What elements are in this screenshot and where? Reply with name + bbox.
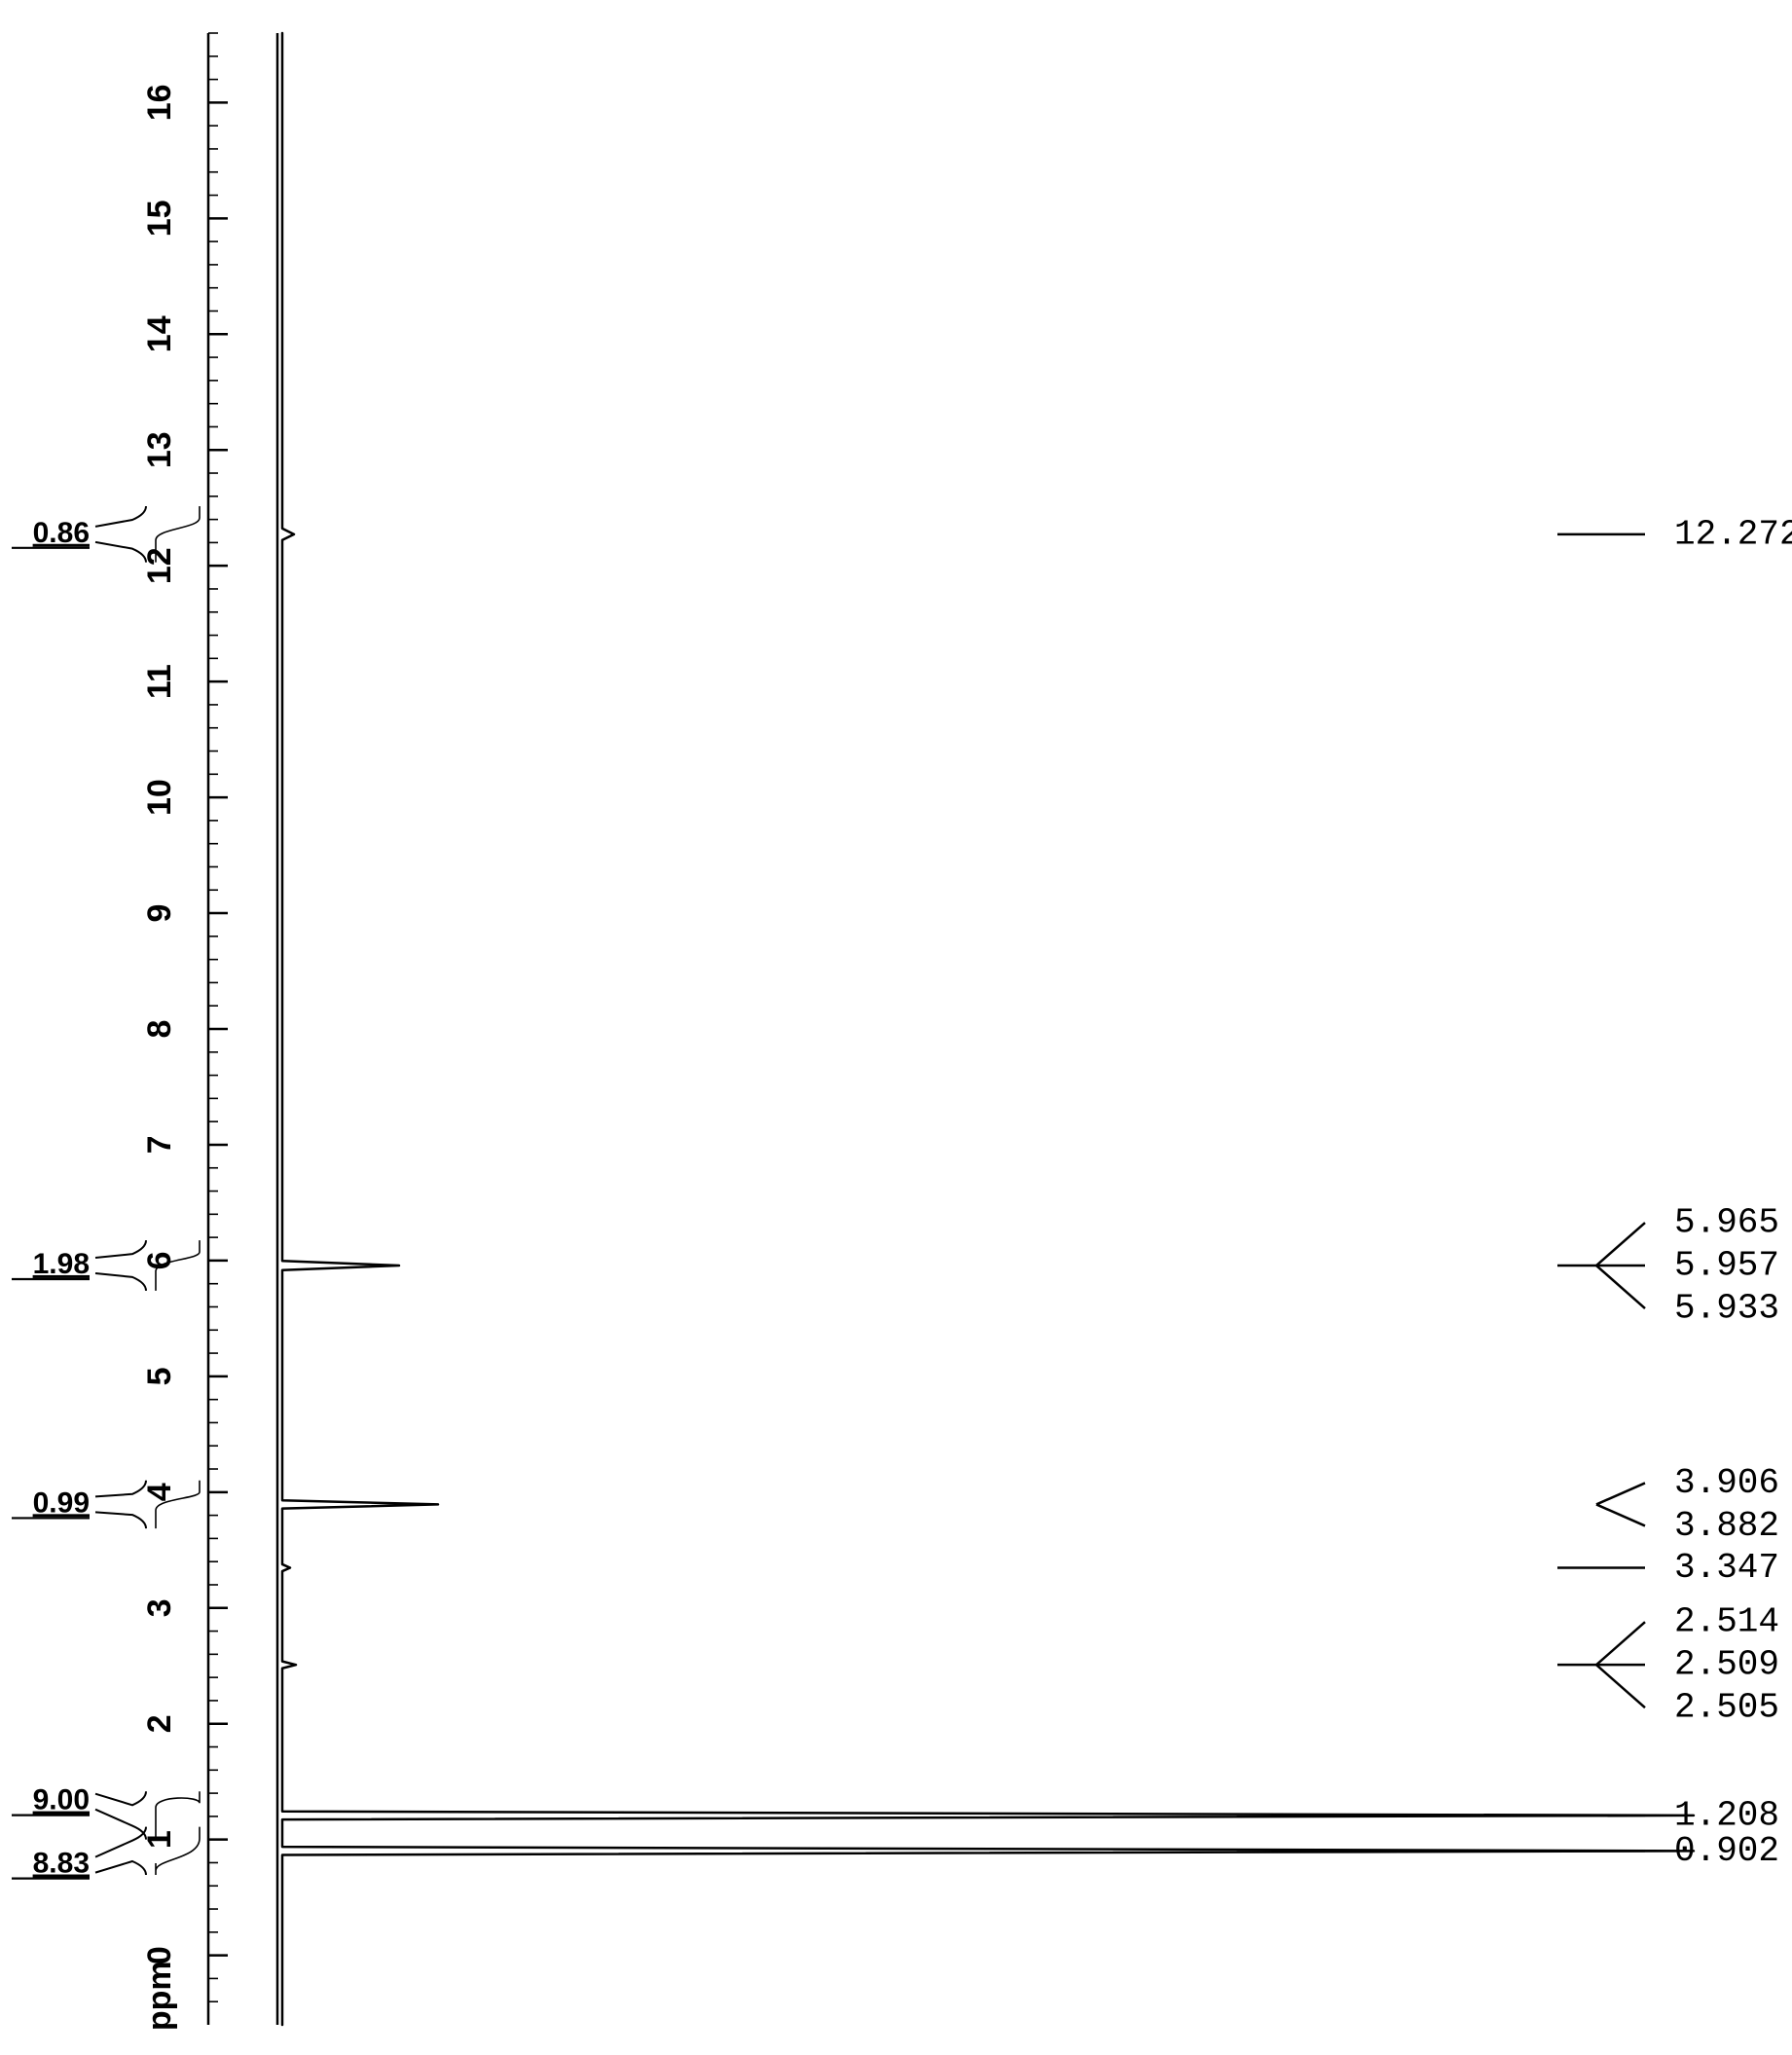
axis-tick-label: 2	[141, 1714, 178, 1733]
axis-tick-label: 12	[141, 547, 178, 584]
spectrum-trace	[282, 33, 1694, 2025]
axis-tick-label: 13	[141, 431, 178, 468]
peak-ppm-label: 3.906	[1674, 1463, 1779, 1503]
peak-ppm-label: 5.965	[1674, 1203, 1779, 1243]
integral-value: 1.98	[33, 1248, 90, 1280]
integral-value: 0.99	[33, 1486, 90, 1519]
peak-ppm-label: 2.505	[1674, 1688, 1779, 1728]
axis-tick-label: 8	[141, 1020, 178, 1039]
axis-tick-label: 3	[141, 1598, 178, 1617]
peak-ppm-label: 3.882	[1674, 1506, 1779, 1546]
axis-tick-label: 7	[141, 1135, 178, 1154]
axis-tick-label: 1	[141, 1830, 178, 1849]
axis-tick-label: 4	[141, 1483, 178, 1501]
axis-tick-label: 5	[141, 1367, 178, 1385]
peak-ppm-label: 3.347	[1674, 1548, 1779, 1588]
integral-annotations	[12, 506, 200, 1879]
axis-tick-label: 14	[141, 315, 178, 352]
axis-tick-label: 16	[141, 84, 178, 121]
axis-tick-label: 11	[141, 664, 178, 699]
axis-tick-label: 6	[141, 1251, 178, 1269]
axis-tick-label: 9	[141, 904, 178, 923]
peak-ppm-label: 2.509	[1674, 1645, 1779, 1685]
integral-value: 8.83	[33, 1848, 90, 1880]
integral-value: 9.00	[33, 1784, 90, 1816]
axis-tick-label: 15	[141, 200, 178, 237]
peak-ppm-label: 0.902	[1674, 1831, 1779, 1871]
ppm-axis	[208, 33, 277, 2025]
peak-ppm-label: 1.208	[1674, 1795, 1779, 1835]
peak-ppm-label: 12.272	[1674, 514, 1792, 554]
peak-ppm-label: 5.933	[1674, 1289, 1779, 1329]
peak-assignments	[1557, 534, 1645, 1852]
axis-tick-label: 10	[141, 779, 178, 816]
integral-value: 0.86	[33, 517, 90, 549]
peak-ppm-label: 2.514	[1674, 1602, 1779, 1642]
axis-unit-label: ppm	[141, 1961, 178, 2031]
nmr-spectrum: 012345678910111213141516ppm12.2725.9655.…	[0, 0, 1792, 2055]
peak-ppm-label: 5.957	[1674, 1246, 1779, 1286]
